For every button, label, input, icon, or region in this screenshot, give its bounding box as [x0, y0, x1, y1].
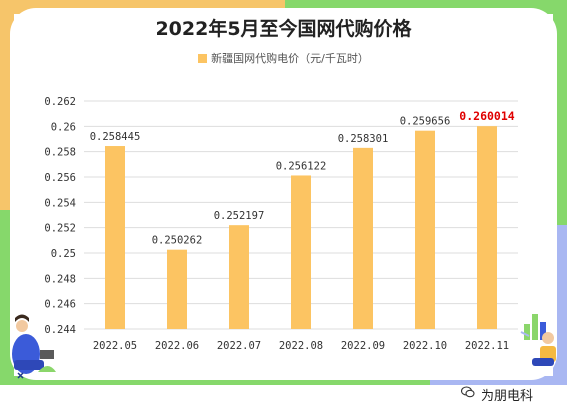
bar: [415, 130, 435, 329]
bar: [105, 146, 125, 329]
y-tick-label: 0.246: [44, 299, 76, 311]
data-label: 0.256122: [276, 160, 327, 172]
person-illustration-right: [520, 314, 556, 366]
data-label: 0.252197: [214, 210, 265, 222]
bar: [291, 175, 311, 329]
y-tick-label: 0.248: [44, 273, 76, 285]
data-label: 0.258301: [338, 133, 389, 145]
y-tick-label: 0.256: [44, 172, 76, 184]
data-label: 0.250262: [152, 235, 203, 247]
x-tick-label: 2022.07: [217, 340, 261, 352]
y-tick-label: 0.244: [44, 324, 76, 336]
legend-swatch: [198, 54, 208, 63]
legend: 新疆国网代购电价（元/千瓦时）: [0, 50, 567, 66]
x-tick-label: 2022.08: [279, 340, 323, 352]
bar: [477, 126, 497, 329]
y-tick-label: 0.26: [51, 121, 76, 133]
chart-title: 2022年5月至今国网代购价格: [155, 18, 412, 40]
wechat-icon: [461, 386, 475, 398]
data-label: 0.259656: [400, 116, 451, 128]
y-tick-label: 0.262: [44, 96, 76, 108]
x-tick-label: 2022.05: [93, 340, 137, 352]
bar: [229, 225, 249, 329]
bar: [353, 147, 373, 329]
y-tick-label: 0.258: [44, 147, 76, 159]
y-tick-label: 0.252: [44, 223, 76, 235]
x-tick-label: 2022.06: [155, 340, 199, 352]
frame-green-bottom: [0, 376, 430, 385]
watermark-text: 为朋电科: [481, 389, 534, 404]
legend-label: 新疆国网代购电价（元/千瓦时）: [211, 52, 369, 65]
x-tick-label: 2022.10: [403, 340, 447, 352]
y-tick-label: 0.254: [44, 197, 76, 209]
bar: [167, 249, 187, 329]
y-tick-label: 0.25: [51, 248, 76, 260]
data-label: 0.260014: [459, 109, 514, 123]
person-illustration-left: [12, 314, 56, 379]
data-label: 0.258445: [90, 131, 141, 143]
x-tick-label: 2022.11: [465, 340, 509, 352]
x-tick-label: 2022.09: [341, 340, 385, 352]
watermark: 为朋电科: [455, 385, 533, 404]
